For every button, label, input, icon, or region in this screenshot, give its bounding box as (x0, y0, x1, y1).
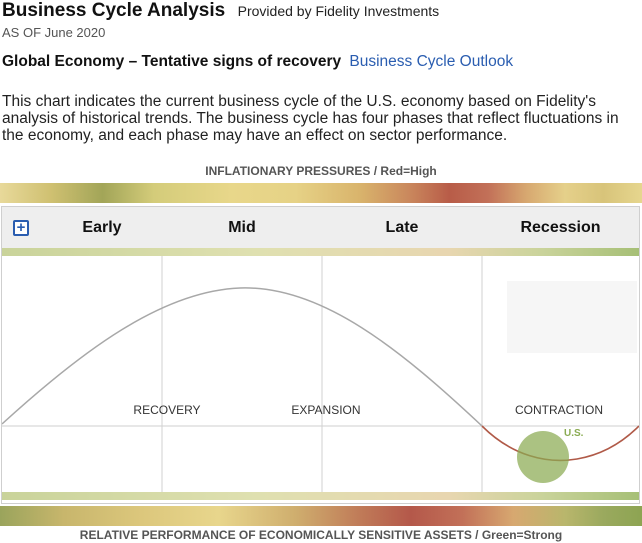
phase-recession: Recession (520, 219, 601, 236)
phase-header: + Early Mid Late Recession (2, 207, 639, 249)
phase-mid: Mid (228, 219, 256, 236)
business-cycle-outlook-link[interactable]: Business Cycle Outlook (349, 53, 514, 70)
us-marker[interactable] (517, 431, 569, 483)
relative-performance-gradient-bar (0, 506, 642, 526)
inflation-caption: INFLATIONARY PRESSURES / Red=High (205, 164, 437, 178)
cycle-curve-svg: U.S. RECOVERY EXPANSION CONTRACTION (2, 256, 639, 492)
expand-plus-icon[interactable]: + (13, 220, 29, 236)
phase-early: Early (82, 219, 122, 236)
provider-text: Provided by Fidelity Investments (237, 3, 440, 19)
description: This chart indicates the current busines… (2, 93, 619, 144)
phase-strip-top (2, 248, 639, 256)
business-cycle-chart: + Early Mid Late Recession U.S. RECOVERY… (1, 206, 640, 504)
inflation-gradient-bar (0, 183, 642, 203)
title-row: Business Cycle Analysis Provided by Fide… (2, 0, 439, 22)
contraction-curve (481, 425, 639, 462)
phase-late: Late (385, 219, 419, 236)
as-of-date: AS OF June 2020 (2, 25, 106, 40)
relative-performance-caption: RELATIVE PERFORMANCE OF ECONOMICALLY SEN… (79, 528, 563, 542)
phase-strip-bottom (2, 492, 639, 500)
us-label: U.S. (564, 428, 584, 439)
region-expansion: EXPANSION (291, 403, 360, 417)
background-panel (507, 281, 637, 353)
page-title: Business Cycle Analysis (2, 0, 226, 21)
headline-text: Global Economy – Tentative signs of reco… (2, 53, 342, 70)
growth-curve (2, 287, 483, 427)
region-recovery: RECOVERY (133, 403, 200, 417)
region-contraction: CONTRACTION (515, 403, 603, 417)
headline: Global Economy – Tentative signs of reco… (2, 53, 513, 71)
